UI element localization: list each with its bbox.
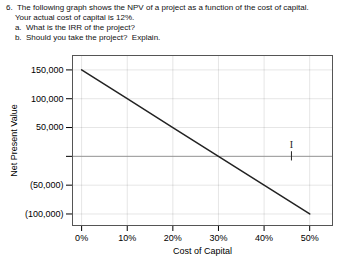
svg-text:30%: 30% xyxy=(209,233,227,243)
svg-text:10%: 10% xyxy=(118,233,136,243)
svg-text:(100,000): (100,000) xyxy=(25,209,64,219)
svg-text:50,000: 50,000 xyxy=(36,122,64,132)
svg-text:40%: 40% xyxy=(255,233,273,243)
svg-text:Cost of Capital: Cost of Capital xyxy=(173,246,232,256)
svg-text:(50,000): (50,000) xyxy=(30,180,64,190)
html-text:Your actual cost of capital is: Your actual cost of capital is 12%. xyxy=(6,13,135,22)
svg-text:Net Present Value: Net Present Value xyxy=(9,104,19,176)
svg-text:0%: 0% xyxy=(75,233,88,243)
svg-text:20%: 20% xyxy=(164,233,182,243)
svg-text:50%: 50% xyxy=(301,233,319,243)
html-text:6. The following graph shows t: 6. The following graph shows the NPV of … xyxy=(6,3,309,12)
svg-text:100,000: 100,000 xyxy=(31,94,64,104)
svg-text:I: I xyxy=(290,139,293,150)
html-text:a. What is the IRR of the proj: a. What is the IRR of the project? xyxy=(6,23,135,32)
html-text:b. Should you take the project: b. Should you take the project? Explain. xyxy=(6,33,161,42)
svg-text:150,000: 150,000 xyxy=(31,65,64,75)
